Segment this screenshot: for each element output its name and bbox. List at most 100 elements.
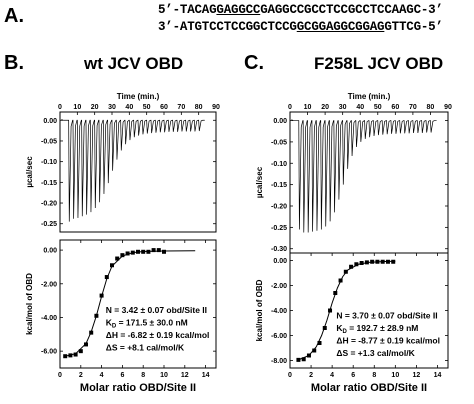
data-point — [349, 264, 354, 269]
x-tick-label: 80 — [427, 104, 435, 111]
data-point — [120, 253, 125, 258]
x-tick-label: 60 — [391, 104, 399, 111]
x-tick-label: 4 — [330, 372, 334, 379]
x-axis-label: Time (min.) — [117, 92, 160, 101]
data-point — [359, 261, 364, 265]
x-tick-label: 50 — [374, 104, 382, 111]
panel-c-title: F258L JCV OBD — [314, 54, 444, 73]
x-tick-label: 60 — [160, 104, 168, 111]
x-tick-label: 6 — [120, 372, 124, 379]
fit-annotation: ΔS = +8.1 cal/mol/K — [106, 342, 185, 352]
y-tick-label: -4.00 — [271, 308, 287, 315]
data-point — [151, 248, 156, 253]
data-point — [78, 349, 83, 354]
y-tick-label: -6.00 — [41, 349, 57, 356]
data-point — [104, 275, 109, 280]
y-axis-label: kcal/mol of OBD — [255, 279, 264, 341]
fit-annotation: ΔH = -6.82 ± 0.19 kcal/mol — [106, 330, 210, 340]
y-tick-label: -0.15 — [41, 180, 57, 187]
y-tick-label: -4.00 — [41, 315, 57, 322]
x-tick-label: 70 — [409, 104, 417, 111]
x-tick-label: 20 — [321, 104, 329, 111]
data-point — [354, 262, 359, 267]
x-tick-label: 6 — [351, 372, 355, 379]
plot-c-bottom: 0.00 -2.00 -4.00 -6.00 -8.00 kcal/mol of OBD 0… — [255, 252, 449, 394]
x-tick-label: 90 — [444, 104, 452, 111]
data-point — [343, 269, 348, 274]
x-tick-label: 14 — [202, 372, 210, 379]
plot-frame — [59, 239, 217, 369]
x-tick-label: 90 — [212, 104, 220, 111]
data-point — [156, 248, 161, 253]
y-tick-label: -0.25 — [41, 221, 57, 228]
y-axis-label: µcal/sec — [255, 166, 264, 198]
x-tick-label: 14 — [434, 372, 442, 379]
y-tick-label: -0.25 — [271, 225, 287, 232]
y-tick-label: -0.15 — [271, 182, 287, 189]
x-tick-label: 40 — [125, 104, 133, 111]
x-tick-label: 2 — [309, 372, 313, 379]
x-tick-label: 8 — [372, 372, 376, 379]
x-tick-label: 0 — [58, 372, 62, 379]
data-point — [125, 251, 130, 256]
y-axis-label: µcal/sec — [25, 156, 34, 188]
fit-annotation: KD = 192.7 ± 28.9 nM — [336, 323, 418, 335]
x-tick-label: 10 — [391, 372, 399, 379]
y-tick-label: -6.00 — [271, 333, 287, 340]
x-tick-label: 30 — [108, 104, 116, 111]
y-tick-label: 0.00 — [273, 118, 287, 125]
data-point — [84, 342, 88, 347]
sequence-bottom-strand: 3’-ATGTCCTCCGGCTCCGGCGGAGGCGGAGGTTCG-5’ — [158, 20, 443, 34]
fit-annotation: KD = 171.5 ± 30.0 nM — [106, 317, 188, 329]
fit-annotation: ΔH = -8.77 ± 0.19 kcal/mol — [336, 336, 440, 346]
fit-curve — [298, 260, 396, 361]
thermogram-trace — [61, 119, 205, 222]
fit-annotation: ΔS = +1.3 cal/mol/K — [336, 348, 415, 358]
data-point — [73, 352, 78, 357]
y-tick-label: -2.00 — [41, 281, 57, 288]
x-tick-label: 10 — [73, 104, 81, 111]
x-axis-label: Time (min.) — [348, 92, 391, 101]
plot-b-bottom: 0.00 -2.00 -4.00 -6.00 kcal/mol of OBD 0 2 4 6 8 1… — [25, 239, 217, 394]
data-point — [115, 256, 120, 261]
y-tick-label: -0.20 — [41, 201, 57, 208]
data-point — [162, 249, 166, 254]
x-tick-label: 70 — [177, 104, 185, 111]
plot-frame — [59, 111, 217, 233]
panel-b-title: wt JCV OBD — [84, 54, 184, 73]
y-tick-label: 0.00 — [273, 258, 287, 265]
x-tick-label: 0 — [288, 104, 292, 111]
x-tick-label: 4 — [100, 372, 104, 379]
x-tick-label: 2 — [79, 372, 83, 379]
x-tick-label: 50 — [143, 104, 151, 111]
x-axis-label: Molar ratio OBD/Site II — [311, 382, 427, 394]
x-tick-label: 12 — [181, 372, 189, 379]
fit-annotation: N = 3.42 ± 0.07 obd/Site II — [106, 305, 207, 315]
y-tick-label: -2.00 — [271, 283, 287, 290]
y-tick-label: -8.00 — [271, 358, 287, 365]
fit-annotation: N = 3.70 ± 0.07 obd/Site II — [336, 311, 437, 321]
x-axis-label: Molar ratio OBD/Site II — [80, 382, 196, 394]
x-tick-label: 0 — [58, 104, 62, 111]
thermogram-trace — [291, 119, 437, 233]
x-tick-label: 80 — [195, 104, 203, 111]
y-tick-label: -0.10 — [41, 159, 57, 166]
panel-letter-c: C. — [244, 52, 264, 74]
panel-letter-a: A. — [4, 5, 24, 27]
data-point — [312, 348, 317, 353]
x-tick-label: 0 — [288, 372, 292, 379]
fit-curve — [65, 250, 196, 357]
data-point — [301, 357, 306, 362]
data-point — [110, 263, 114, 268]
y-tick-label: -0.05 — [41, 138, 57, 145]
plot-b-top: 0.00 -0.05 -0.10 -0.15 -0.20 -0.25 µcal/sec 0 10… — [25, 92, 220, 233]
x-tick-label: 20 — [91, 104, 99, 111]
y-tick-label: 0.00 — [43, 118, 57, 125]
y-tick-label: 0.00 — [43, 248, 57, 255]
y-tick-label: -0.05 — [271, 139, 287, 146]
y-tick-label: -0.10 — [271, 161, 287, 168]
plot-c-top: 0.00 -0.05 -0.10 -0.15 -0.20 -0.25 -0.30 µcal/s… — [255, 92, 452, 254]
panel-letter-b: B. — [4, 52, 24, 74]
